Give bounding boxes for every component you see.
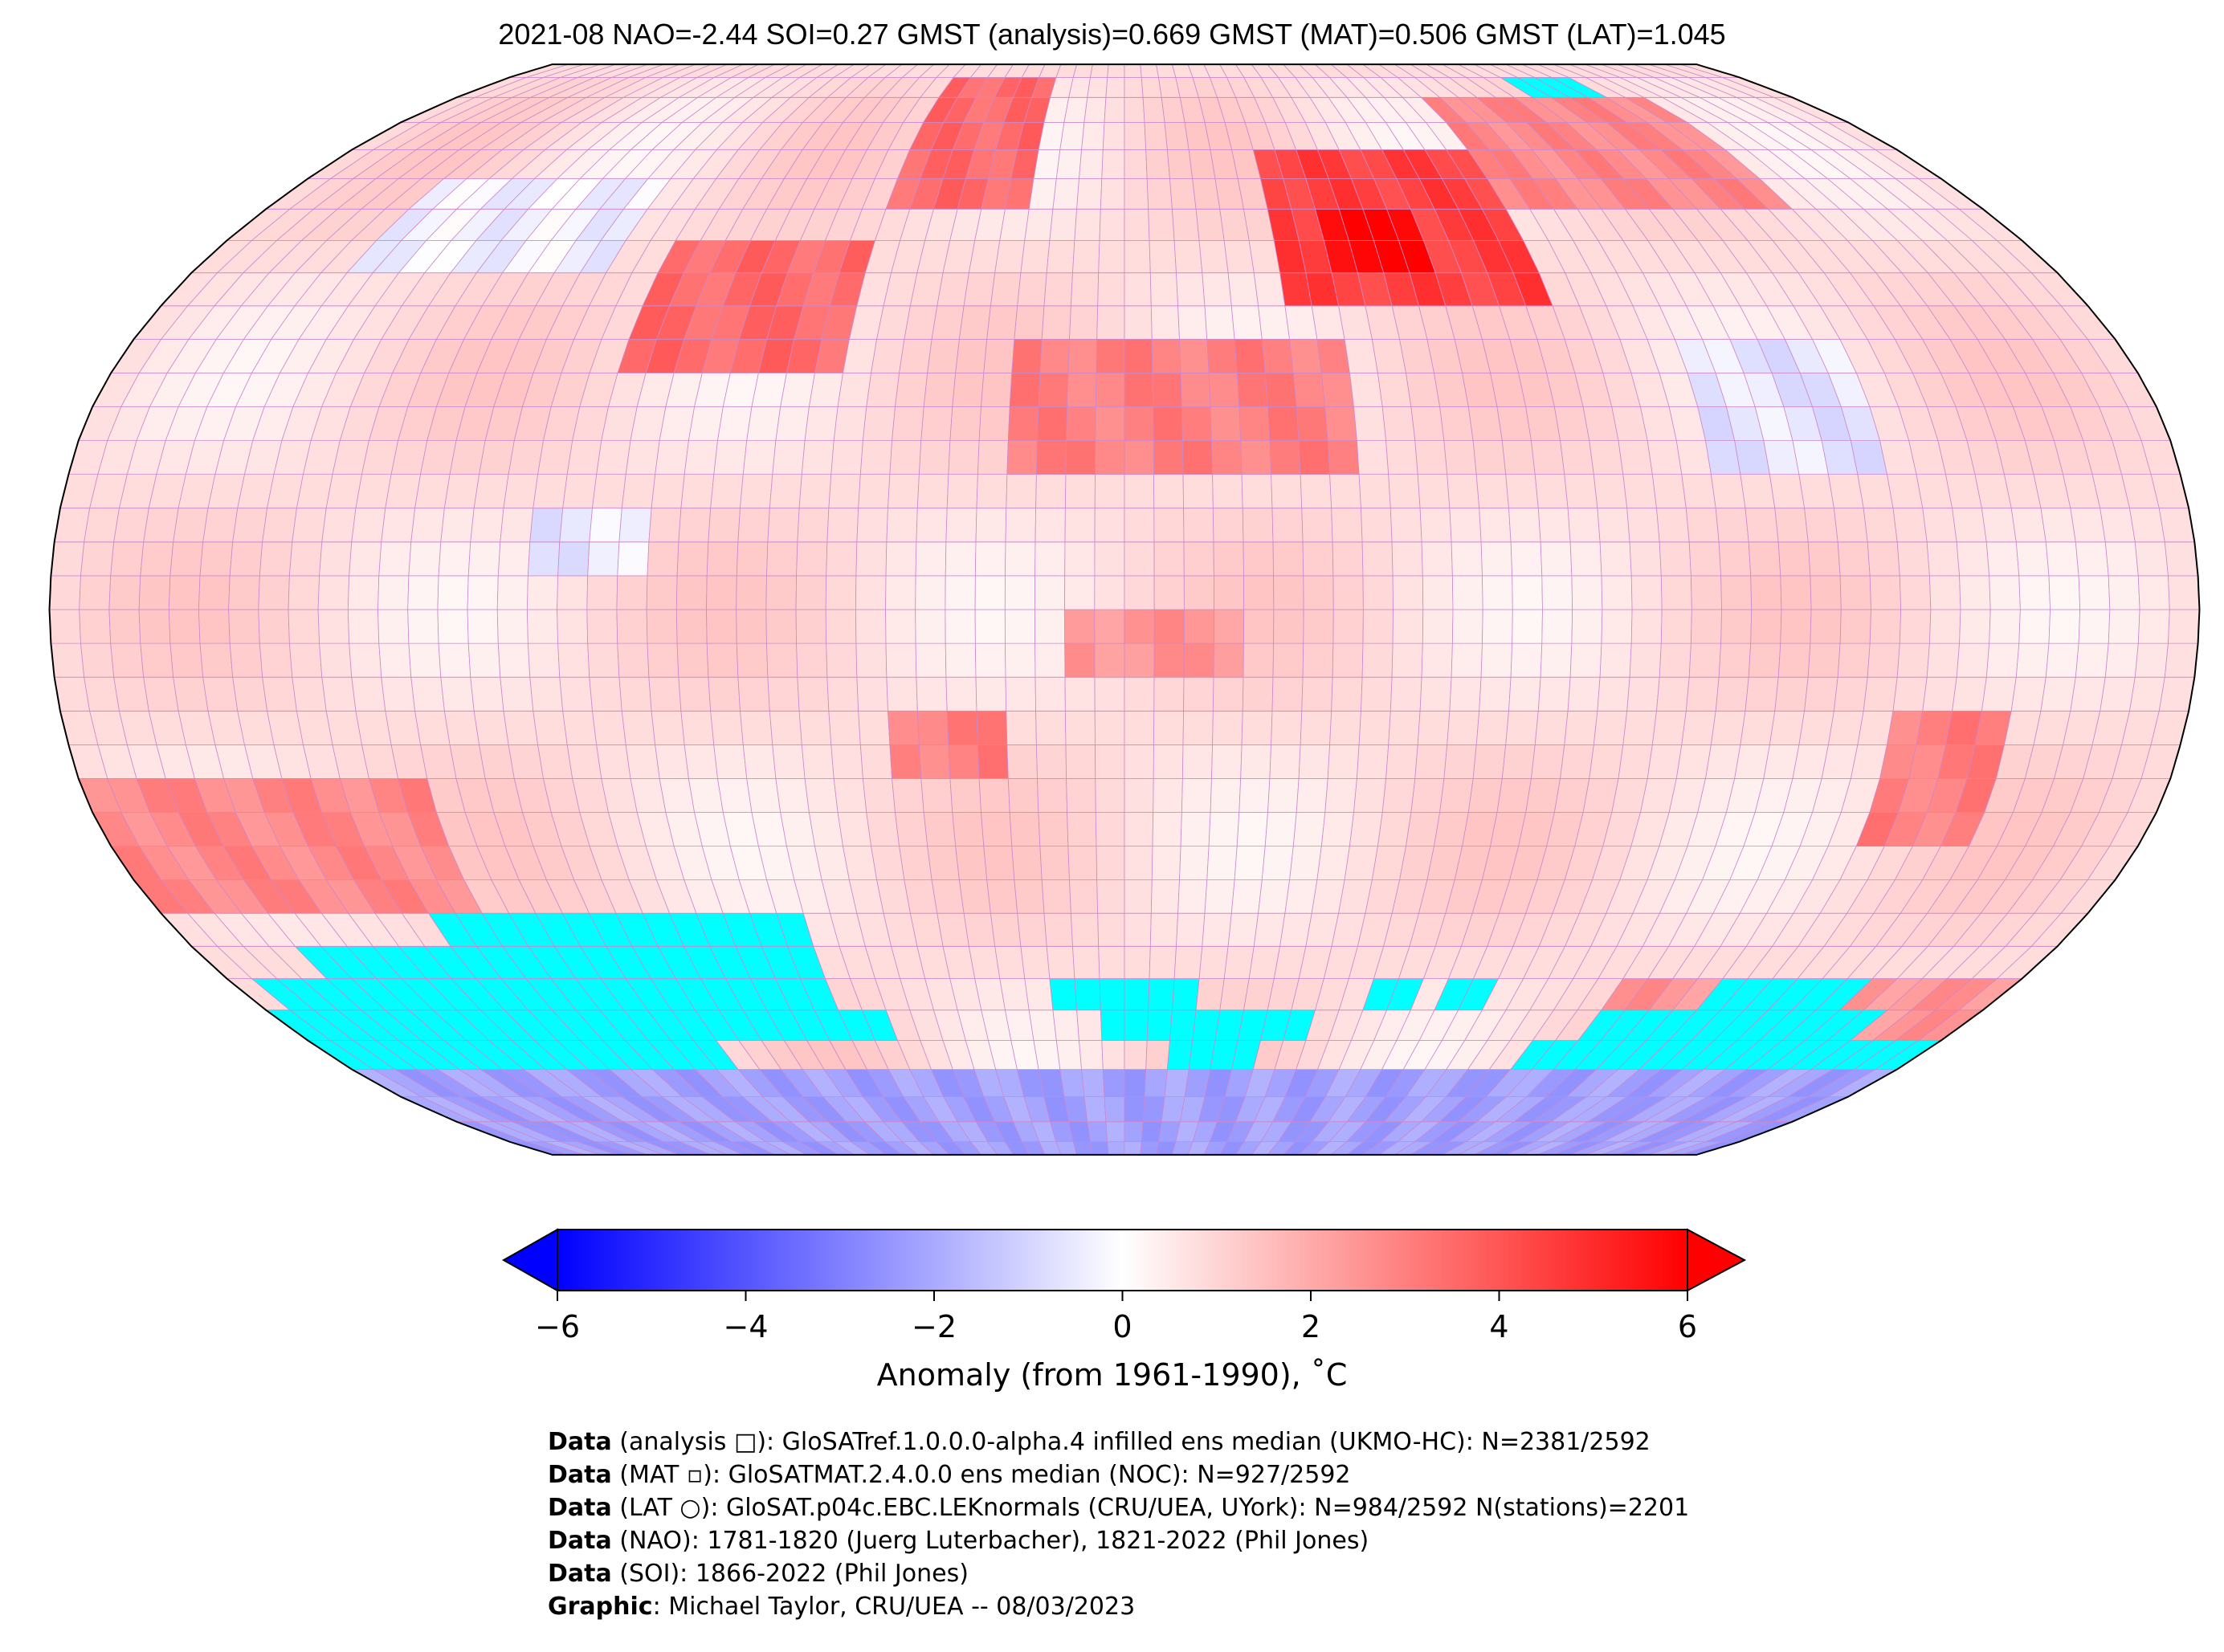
credit-text: (analysis □): GloSATref.1.0.0.0-alpha.4 … — [611, 1428, 1651, 1456]
credit-line: Data (MAT ▫): GloSATMAT.2.4.0.0 ens medi… — [548, 1458, 1689, 1491]
credit-text: (SOI): 1866-2022 (Phil Jones) — [611, 1560, 969, 1588]
grid-cells — [49, 63, 2200, 1156]
colorbar-tick-label: −4 — [723, 1309, 769, 1344]
colorbar-gradient — [557, 1229, 1688, 1291]
credit-line: Data (LAT ○): GloSAT.p04c.EBC.LEKnormals… — [548, 1491, 1689, 1524]
colorbar-tick-marks — [557, 1291, 1688, 1301]
credit-text: (MAT ▫): GloSATMAT.2.4.0.0 ens median (N… — [611, 1461, 1351, 1489]
credit-line: Data (SOI): 1866-2022 (Phil Jones) — [548, 1557, 1689, 1590]
credit-label: Graphic — [548, 1593, 653, 1621]
colorbar-tick-label: 0 — [1112, 1309, 1132, 1344]
colorbar-tick-label: 6 — [1677, 1309, 1698, 1344]
colorbar-tick-label: −6 — [534, 1309, 581, 1344]
map-title: 2021-08 NAO=-2.44 SOI=0.27 GMST (analysi… — [498, 18, 1726, 51]
colorbar-label: Anomaly (from 1961-1990), ˚C — [876, 1357, 1348, 1393]
credit-line: Data (analysis □): GloSATref.1.0.0.0-alp… — [548, 1426, 1689, 1458]
credit-line: Graphic: Michael Taylor, CRU/UEA -- 08/0… — [548, 1590, 1689, 1623]
credit-label: Data — [548, 1560, 612, 1588]
colorbar-low-extend — [501, 1228, 558, 1292]
credit-label: Data — [548, 1494, 612, 1522]
credit-text: (LAT ○): GloSAT.p04c.EBC.LEKnormals (CRU… — [611, 1494, 1690, 1522]
colorbar-high-extend — [1687, 1228, 1747, 1292]
colorbar-tick-label: 2 — [1300, 1309, 1321, 1344]
colorbar-tick-label: −2 — [911, 1309, 957, 1344]
credit-label: Data — [548, 1527, 612, 1555]
colorbar-tick-label: 4 — [1489, 1309, 1509, 1344]
credit-text: : Michael Taylor, CRU/UEA -- 08/03/2023 — [652, 1593, 1136, 1621]
data-credits: Data (analysis □): GloSATref.1.0.0.0-alp… — [548, 1426, 1689, 1623]
credit-label: Data — [548, 1428, 612, 1456]
credit-text: (NAO): 1781-1820 (Juerg Luterbacher), 18… — [611, 1527, 1369, 1555]
credit-line: Data (NAO): 1781-1820 (Juerg Luterbacher… — [548, 1524, 1689, 1557]
anomaly-map — [48, 63, 2201, 1156]
credit-label: Data — [548, 1461, 612, 1489]
colorbar — [501, 1228, 1747, 1301]
